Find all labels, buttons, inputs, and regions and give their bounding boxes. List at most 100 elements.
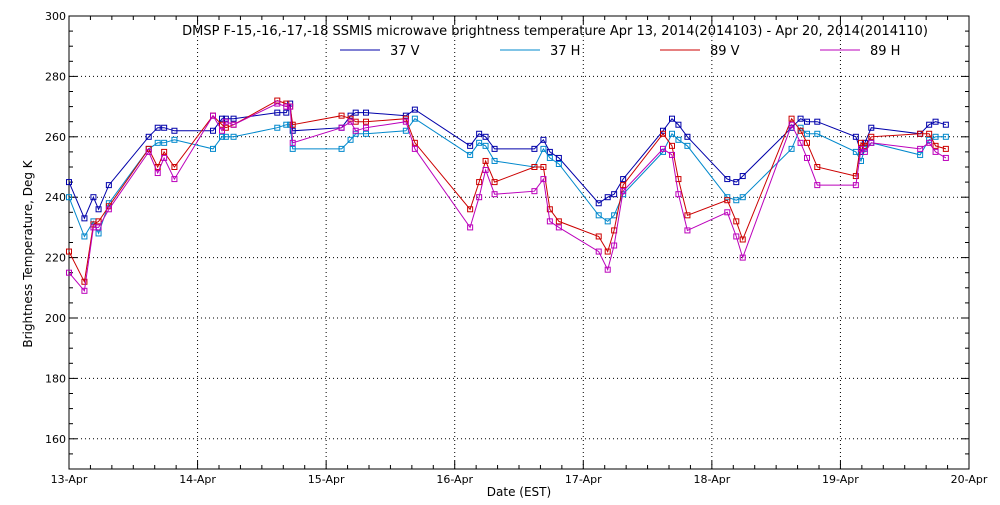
data-point-37-v <box>95 206 102 213</box>
data-point-89-h <box>476 194 483 201</box>
data-point-89-h <box>283 103 290 110</box>
data-point-89-v <box>926 130 933 137</box>
data-point-37-v <box>852 133 859 140</box>
data-point-37-h <box>467 151 474 158</box>
data-point-89-h <box>363 124 369 131</box>
legend-label: 37 H <box>550 44 580 59</box>
data-point-89-h <box>724 209 731 216</box>
data-point-37-h <box>210 145 216 152</box>
data-point-89-h <box>352 127 359 134</box>
data-point-89-v <box>363 118 369 125</box>
data-point-37-v <box>145 133 152 140</box>
data-point-89-h <box>171 176 178 183</box>
x-tick-label: 17-Apr <box>565 473 602 486</box>
data-point-89-h <box>669 151 675 158</box>
axis-ticks: 13-Apr 14-Apr 15-Apr 16-Apr 17-Apr 18-Apr 19-A… <box>45 10 988 486</box>
data-point-89-v <box>171 164 178 170</box>
data-point-37-h <box>476 139 483 146</box>
data-point-89-h <box>411 145 418 152</box>
series-89-v <box>66 97 949 285</box>
data-point-37-v <box>540 136 547 143</box>
data-point-89-v <box>338 112 345 119</box>
data-point-89-h <box>338 124 345 131</box>
data-point-37-v <box>467 142 474 149</box>
data-point-37-v <box>814 118 821 125</box>
data-point-37-h <box>154 139 161 146</box>
grid <box>69 16 969 469</box>
data-point-37-h <box>347 136 354 143</box>
data-point-89-h <box>145 148 152 155</box>
data-point-37-h <box>546 154 553 161</box>
x-tick-label: 18-Apr <box>693 473 730 486</box>
data-point-89-h <box>595 248 602 255</box>
data-point-89-h <box>868 139 875 146</box>
data-point-89-v <box>491 179 498 186</box>
data-point-89-h <box>620 188 627 195</box>
data-point-89-h <box>675 191 682 198</box>
data-point-89-h <box>861 148 868 155</box>
data-point-37-v <box>230 115 237 122</box>
data-point-37-v <box>347 112 354 119</box>
data-point-89-h <box>932 148 939 155</box>
data-point-37-v <box>926 121 933 128</box>
data-point-37-h <box>482 142 489 149</box>
data-point-89-v <box>411 139 418 146</box>
data-point-37-h <box>733 197 740 204</box>
data-point-89-v <box>289 121 296 128</box>
data-point-89-v <box>669 142 675 149</box>
legend-label: 89 H <box>870 44 900 59</box>
data-point-89-v <box>852 173 859 180</box>
data-point-37-v <box>724 176 731 183</box>
data-point-89-v <box>540 164 547 170</box>
data-point-89-h <box>482 167 489 174</box>
data-point-89-h <box>230 121 237 128</box>
data-point-89-v <box>66 248 72 255</box>
data-point-89-h <box>222 118 229 125</box>
data-point-89-v <box>788 115 795 122</box>
series-line-89-v <box>68 100 947 284</box>
data-point-89-v <box>546 206 553 213</box>
x-tick-label: 19-Apr <box>822 473 859 486</box>
data-point-37-v <box>669 115 675 122</box>
data-point-89-v <box>604 248 611 255</box>
data-point-37-h <box>942 133 949 140</box>
data-point-89-v <box>476 179 483 186</box>
data-point-37-v <box>154 124 161 131</box>
data-point-89-h <box>491 191 498 198</box>
data-point-37-h <box>804 130 810 137</box>
data-point-37-v <box>595 200 602 207</box>
data-point-89-h <box>788 121 795 128</box>
legend-item-37-h: 37 H <box>500 44 580 59</box>
data-point-37-v <box>352 109 359 116</box>
data-point-89-h <box>684 227 691 234</box>
data-point-89-v <box>814 164 821 170</box>
series-89-h <box>66 100 949 294</box>
data-point-37-v <box>219 115 225 122</box>
data-point-89-v <box>733 218 740 225</box>
data-point-89-h <box>105 206 112 213</box>
x-tick-label: 20-Apr <box>951 473 988 486</box>
data-point-37-v <box>684 133 691 140</box>
data-point-89-h <box>402 118 409 125</box>
data-point-89-v <box>402 115 409 122</box>
data-point-89-h <box>81 287 88 294</box>
series-line-37-h <box>68 118 946 238</box>
x-tick-label: 16-Apr <box>436 473 473 486</box>
data-point-37-v <box>491 145 498 152</box>
data-point-37-v <box>274 109 281 116</box>
data-point-37-h <box>411 115 418 122</box>
data-point-37-v <box>161 124 168 131</box>
data-point-89-h <box>852 182 859 189</box>
data-point-37-h <box>739 194 746 201</box>
x-tick-label: 14-Apr <box>179 473 216 486</box>
data-point-89-h <box>604 266 611 273</box>
data-point-37-h <box>788 145 795 152</box>
legend: 37 V 37 H 89 V 89 H <box>340 44 900 59</box>
data-point-37-h <box>283 121 290 128</box>
data-point-89-h <box>289 139 296 146</box>
series-layer <box>66 97 949 294</box>
data-point-89-v <box>797 127 804 134</box>
data-point-37-h <box>219 133 225 140</box>
data-point-37-v <box>476 130 483 137</box>
legend-label: 37 V <box>390 44 420 59</box>
